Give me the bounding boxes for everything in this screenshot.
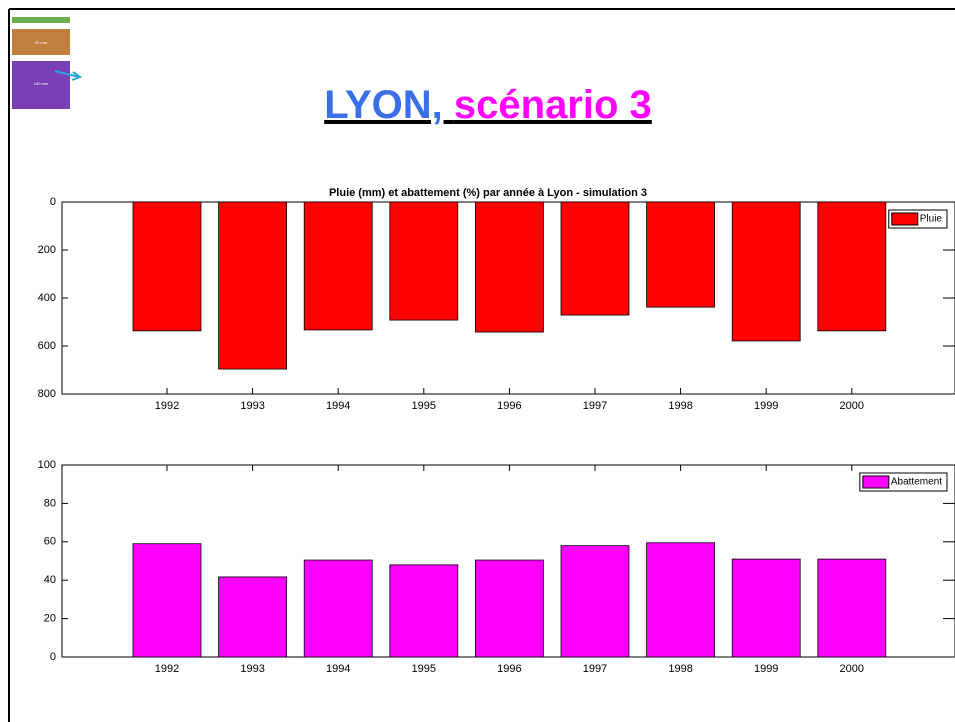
y-tick-label: 40 <box>44 574 56 586</box>
x-tick-label: 1996 <box>497 400 521 412</box>
y-tick-label: 100 <box>38 459 56 471</box>
bar <box>731 558 801 658</box>
title-part: scénario 3 <box>454 83 652 127</box>
x-tick-label: 1999 <box>754 400 778 412</box>
x-tick-label: 1999 <box>754 663 778 675</box>
bar <box>560 201 630 316</box>
bar <box>132 543 202 658</box>
y-tick-label: 200 <box>38 244 56 256</box>
y-tick-label: 0 <box>50 196 56 208</box>
bar <box>560 545 630 658</box>
x-tick-label: 2000 <box>840 400 864 412</box>
bar <box>303 559 373 658</box>
legend-swatch <box>891 212 919 226</box>
y-tick-label: 400 <box>38 292 56 304</box>
x-tick-label: 1992 <box>155 400 179 412</box>
bar <box>646 542 715 658</box>
legend-swatch <box>862 475 890 489</box>
x-tick-label: 1994 <box>326 400 350 412</box>
x-tick-label: 1998 <box>668 663 692 675</box>
icon-arrow <box>54 70 80 78</box>
legend-label: Pluie <box>920 214 943 225</box>
x-tick-label: 1994 <box>326 663 350 675</box>
bar <box>474 201 544 333</box>
x-tick-label: 1993 <box>240 663 264 675</box>
bar <box>218 576 288 658</box>
icon-label: 80 mm <box>35 40 48 45</box>
y-tick-label: 20 <box>44 613 56 625</box>
bar <box>218 201 288 370</box>
icon-soil <box>12 29 70 55</box>
x-tick-label: 1998 <box>668 400 692 412</box>
x-tick-label: 2000 <box>840 663 864 675</box>
icon-layer <box>12 61 70 109</box>
y-tick-label: 60 <box>44 536 56 548</box>
bar <box>303 201 373 331</box>
chart-title: Pluie (mm) et abattement (%) par année à… <box>329 187 647 199</box>
x-tick-label: 1992 <box>155 663 179 675</box>
x-tick-label: 1993 <box>240 400 264 412</box>
icon-arrow <box>71 71 83 81</box>
x-tick-label: 1995 <box>412 400 436 412</box>
y-tick-label: 600 <box>38 340 56 352</box>
legend-label: Abattement <box>891 477 942 488</box>
y-tick-label: 80 <box>44 497 56 509</box>
y-tick-label: 800 <box>38 388 56 400</box>
title-part: LYON, <box>324 83 454 127</box>
y-tick-label: 0 <box>50 651 56 663</box>
bar <box>731 201 801 342</box>
bar <box>817 558 887 658</box>
bar <box>389 201 459 321</box>
x-tick-label: 1997 <box>583 400 607 412</box>
bar <box>646 201 715 308</box>
bar <box>474 559 544 658</box>
x-tick-label: 1997 <box>583 663 607 675</box>
slide-title: LYON, scénario 3 <box>324 83 652 127</box>
bar <box>389 564 459 658</box>
x-tick-label: 1996 <box>497 663 521 675</box>
bar <box>817 201 887 332</box>
icon-label: 150 mm <box>34 81 49 86</box>
bar <box>132 201 202 332</box>
x-tick-label: 1995 <box>412 663 436 675</box>
icon-grass <box>12 17 70 23</box>
